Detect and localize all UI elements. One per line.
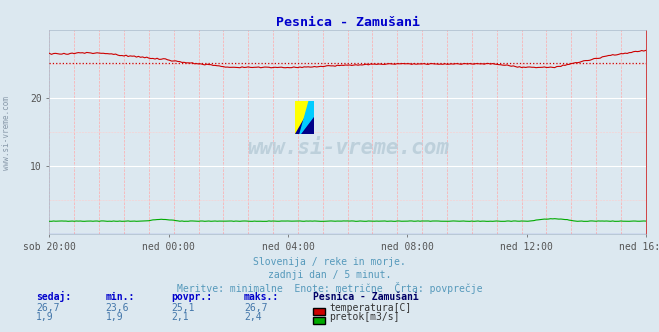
Text: min.:: min.: xyxy=(105,292,135,302)
Text: 26,7: 26,7 xyxy=(244,303,268,313)
Polygon shape xyxy=(300,101,314,134)
Text: 2,4: 2,4 xyxy=(244,312,262,322)
Text: pretok[m3/s]: pretok[m3/s] xyxy=(330,312,400,322)
Text: 1,9: 1,9 xyxy=(105,312,123,322)
Text: maks.:: maks.: xyxy=(244,292,279,302)
Text: www.si-vreme.com: www.si-vreme.com xyxy=(2,96,11,170)
Text: zadnji dan / 5 minut.: zadnji dan / 5 minut. xyxy=(268,270,391,280)
Text: sedaj:: sedaj: xyxy=(36,291,71,302)
Text: Meritve: minimalne  Enote: metrične  Črta: povprečje: Meritve: minimalne Enote: metrične Črta:… xyxy=(177,282,482,294)
Text: 23,6: 23,6 xyxy=(105,303,129,313)
Text: 26,7: 26,7 xyxy=(36,303,60,313)
Text: Pesnica - Zamušani: Pesnica - Zamušani xyxy=(313,292,418,302)
Polygon shape xyxy=(295,101,314,134)
Text: Slovenija / reke in morje.: Slovenija / reke in morje. xyxy=(253,257,406,267)
Text: temperatura[C]: temperatura[C] xyxy=(330,303,412,313)
Polygon shape xyxy=(295,101,314,134)
Text: 25,1: 25,1 xyxy=(171,303,195,313)
Text: 1,9: 1,9 xyxy=(36,312,54,322)
Text: www.si-vreme.com: www.si-vreme.com xyxy=(246,138,449,158)
Text: 2,1: 2,1 xyxy=(171,312,189,322)
Text: povpr.:: povpr.: xyxy=(171,292,212,302)
Title: Pesnica - Zamušani: Pesnica - Zamušani xyxy=(275,16,420,29)
